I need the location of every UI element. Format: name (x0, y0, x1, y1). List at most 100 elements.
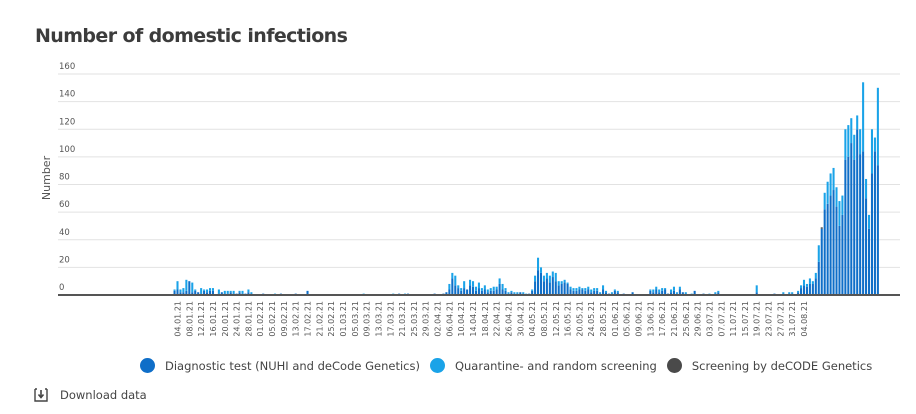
bar-segment-quarantine[interactable] (566, 282, 569, 284)
legend-item-decode[interactable]: Screening by deCODE Genetics (666, 358, 872, 373)
bar-segment-quarantine[interactable] (557, 281, 560, 286)
bar-segment-diagnostic[interactable] (661, 290, 664, 295)
bar-segment-diagnostic[interactable] (477, 288, 480, 295)
bar-segment-quarantine[interactable] (522, 292, 525, 294)
bar-segment-quarantine[interactable] (241, 290, 244, 294)
bar-segment-diagnostic[interactable] (859, 154, 862, 295)
bar-segment-diagnostic[interactable] (474, 290, 478, 295)
bar-segment-diagnostic[interactable] (563, 282, 566, 295)
bar-segment-diagnostic[interactable] (717, 292, 720, 295)
bar-segment-quarantine[interactable] (510, 290, 513, 293)
bar-segment-quarantine[interactable] (661, 288, 664, 291)
bar-segment-quarantine[interactable] (859, 129, 862, 155)
bar-segment-diagnostic[interactable] (602, 289, 605, 295)
bar-segment-quarantine[interactable] (489, 288, 492, 291)
bar-segment-quarantine[interactable] (554, 272, 557, 282)
bar-segment-quarantine[interactable] (537, 257, 540, 271)
bar-segment-quarantine[interactable] (862, 82, 865, 152)
bar-segment-quarantine[interactable] (814, 272, 817, 279)
bar-segment-diagnostic[interactable] (596, 290, 599, 295)
bar-segment-quarantine[interactable] (534, 275, 537, 282)
bar-segment-quarantine[interactable] (200, 288, 203, 294)
bar-segment-quarantine[interactable] (811, 281, 814, 284)
bar-segment-quarantine[interactable] (575, 288, 578, 291)
bar-segment-quarantine[interactable] (658, 289, 661, 293)
bar-segment-diagnostic[interactable] (631, 292, 634, 295)
bar-segment-diagnostic[interactable] (604, 292, 608, 295)
bar-segment-diagnostic[interactable] (460, 290, 463, 295)
bar-segment-quarantine[interactable] (460, 288, 463, 291)
bar-segment-diagnostic[interactable] (672, 290, 675, 295)
bar-segment-diagnostic[interactable] (856, 129, 859, 295)
bar-segment-quarantine[interactable] (176, 281, 179, 290)
bar-segment-quarantine[interactable] (232, 290, 235, 294)
bar-segment-quarantine[interactable] (829, 173, 832, 196)
bar-segment-quarantine[interactable] (652, 289, 655, 293)
bar-segment-quarantine[interactable] (867, 214, 871, 229)
bar-segment-diagnostic[interactable] (489, 290, 492, 295)
bar-segment-diagnostic[interactable] (551, 277, 554, 295)
bar-segment-diagnostic[interactable] (448, 289, 451, 295)
bar-segment-quarantine[interactable] (841, 195, 844, 215)
bar-segment-diagnostic[interactable] (811, 283, 814, 295)
bar-segment-quarantine[interactable] (229, 290, 232, 293)
bar-segment-quarantine[interactable] (578, 286, 581, 290)
bar-segment-diagnostic[interactable] (510, 292, 513, 295)
bar-segment-diagnostic[interactable] (865, 198, 868, 295)
bar-segment-quarantine[interactable] (590, 289, 593, 293)
bar-segment-diagnostic[interactable] (652, 292, 655, 295)
bar-segment-diagnostic[interactable] (471, 286, 475, 295)
bar-segment-diagnostic[interactable] (501, 289, 504, 295)
bar-segment-quarantine[interactable] (507, 292, 510, 294)
bar-segment-diagnostic[interactable] (832, 190, 835, 295)
bar-segment-quarantine[interactable] (847, 125, 850, 157)
bar-segment-quarantine[interactable] (817, 245, 820, 262)
bar-segment-diagnostic[interactable] (655, 289, 658, 295)
bar-segment-diagnostic[interactable] (191, 292, 194, 295)
bar-segment-diagnostic[interactable] (678, 289, 681, 295)
bar-segment-quarantine[interactable] (471, 281, 475, 287)
bar-segment-quarantine[interactable] (755, 285, 758, 293)
bar-segment-diagnostic[interactable] (185, 290, 188, 295)
bar-segment-diagnostic[interactable] (575, 290, 578, 295)
bar-segment-diagnostic[interactable] (844, 159, 847, 295)
bar-segment-quarantine[interactable] (504, 288, 507, 291)
bar-segment-diagnostic[interactable] (492, 290, 495, 295)
bar-segment-diagnostic[interactable] (486, 292, 489, 295)
bar-segment-diagnostic[interactable] (572, 290, 575, 295)
bar-segment-diagnostic[interactable] (800, 288, 803, 295)
bar-segment-quarantine[interactable] (477, 282, 480, 289)
bar-segment-diagnostic[interactable] (229, 292, 232, 295)
bar-segment-diagnostic[interactable] (247, 292, 250, 295)
bar-segment-decode[interactable] (820, 227, 823, 229)
bar-segment-quarantine[interactable] (531, 289, 534, 291)
legend-item-quarantine[interactable]: Quarantine- and random screening (429, 358, 657, 373)
bar-segment-quarantine[interactable] (782, 292, 785, 294)
bar-segment-diagnostic[interactable] (616, 292, 619, 295)
bar-segment-quarantine[interactable] (498, 278, 501, 284)
bar-segment-diagnostic[interactable] (445, 292, 448, 295)
bar-segment-diagnostic[interactable] (566, 283, 569, 295)
bar-segment-quarantine[interactable] (791, 292, 794, 294)
bar-segment-diagnostic[interactable] (587, 289, 590, 295)
bar-segment-quarantine[interactable] (545, 272, 548, 279)
bar-segment-quarantine[interactable] (599, 292, 602, 294)
bar-segment-quarantine[interactable] (539, 267, 543, 273)
bar-segment-quarantine[interactable] (808, 278, 811, 284)
bar-segment-diagnostic[interactable] (847, 156, 850, 296)
bar-segment-quarantine[interactable] (870, 129, 873, 174)
bar-segment-diagnostic[interactable] (480, 290, 483, 295)
bar-segment-quarantine[interactable] (805, 283, 808, 287)
bar-segment-quarantine[interactable] (850, 118, 853, 144)
bar-segment-diagnostic[interactable] (495, 289, 498, 295)
bar-segment-quarantine[interactable] (587, 286, 590, 290)
bar-segment-quarantine[interactable] (495, 286, 498, 290)
bar-segment-quarantine[interactable] (185, 279, 188, 291)
bar-segment-quarantine[interactable] (563, 279, 566, 283)
bar-segment-diagnostic[interactable] (808, 283, 811, 295)
bar-segment-diagnostic[interactable] (539, 272, 543, 295)
bar-segment-diagnostic[interactable] (590, 292, 593, 295)
bar-segment-quarantine[interactable] (542, 275, 545, 282)
bar-segment-diagnostic[interactable] (469, 285, 472, 295)
bar-segment-diagnostic[interactable] (451, 278, 454, 295)
